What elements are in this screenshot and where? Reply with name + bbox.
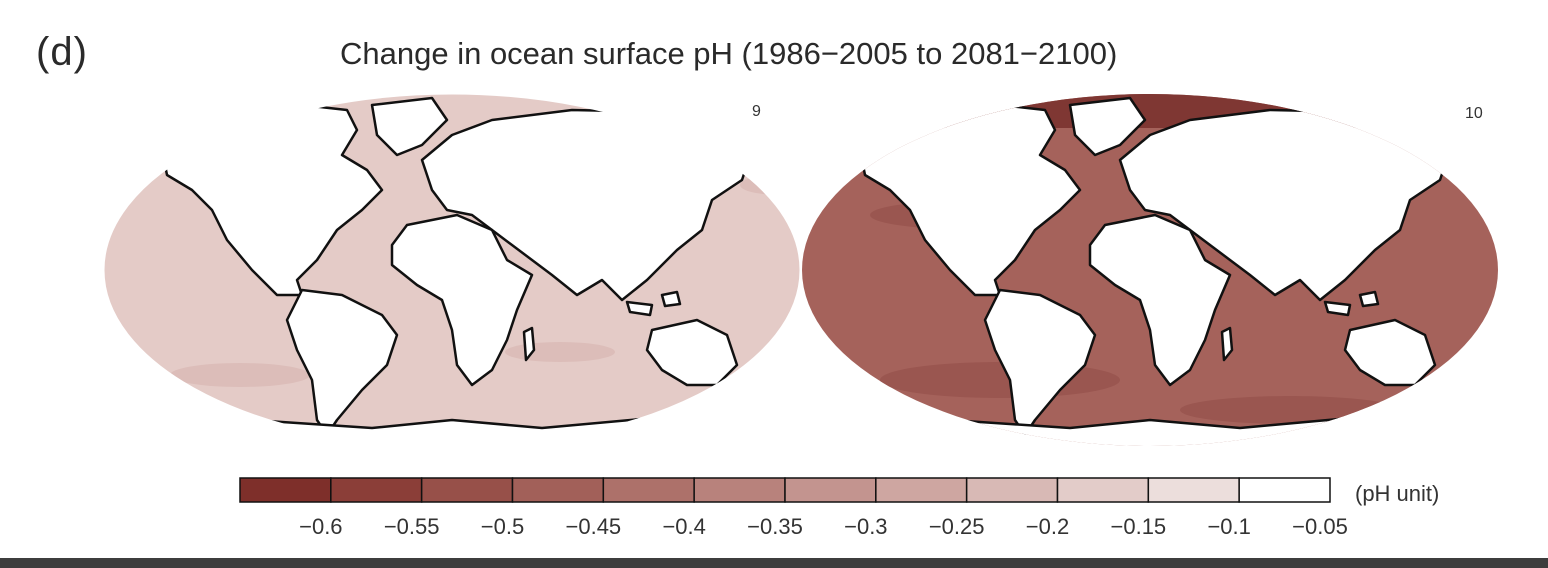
colorbar-tick-label: −0.05 (1292, 514, 1348, 539)
model-count-left: 9 (752, 103, 761, 120)
colorbar-swatch (875, 477, 968, 503)
colorbar-tick-label: −0.55 (383, 514, 440, 539)
colorbar-swatch (239, 477, 332, 503)
colorbar-tick-label: −0.6 (299, 514, 343, 539)
colorbar-tick-label: −0.2 (1025, 514, 1070, 539)
model-count-right: 10 (1465, 105, 1483, 122)
colorbar-swatch (330, 477, 423, 503)
colorbar-tick-label: −0.5 (480, 514, 525, 539)
colorbar (239, 477, 1331, 503)
colorbar-swatch (511, 477, 605, 503)
figure-title: Change in ocean surface pH (1986−2005 to… (340, 36, 1118, 71)
colorbar-tick-label: −0.1 (1207, 514, 1251, 539)
map-right (802, 94, 1498, 446)
colorbar-swatch (784, 477, 877, 503)
colorbar-swatch (1238, 477, 1331, 503)
colorbar-swatch (1056, 477, 1150, 503)
colorbar-tick-label: −0.4 (662, 514, 706, 539)
map-left (104, 94, 800, 446)
colorbar-swatch (420, 477, 514, 503)
colorbar-tick-label: −0.3 (844, 514, 888, 539)
colorbar-tick-label: −0.15 (1110, 514, 1167, 539)
colorbar-tick-label: −0.25 (928, 514, 985, 539)
panel-label: (d) (36, 30, 88, 74)
colorbar-tick-label: −0.45 (565, 514, 622, 539)
colorbar-tick-label: −0.35 (747, 514, 803, 539)
colorbar-unit: (pH unit) (1355, 481, 1440, 506)
colorbar-swatch (965, 477, 1059, 503)
bottom-bar (0, 558, 1548, 568)
colorbar-swatch (1147, 477, 1240, 503)
colorbar-swatch (693, 477, 786, 503)
colorbar-swatch (602, 477, 695, 503)
